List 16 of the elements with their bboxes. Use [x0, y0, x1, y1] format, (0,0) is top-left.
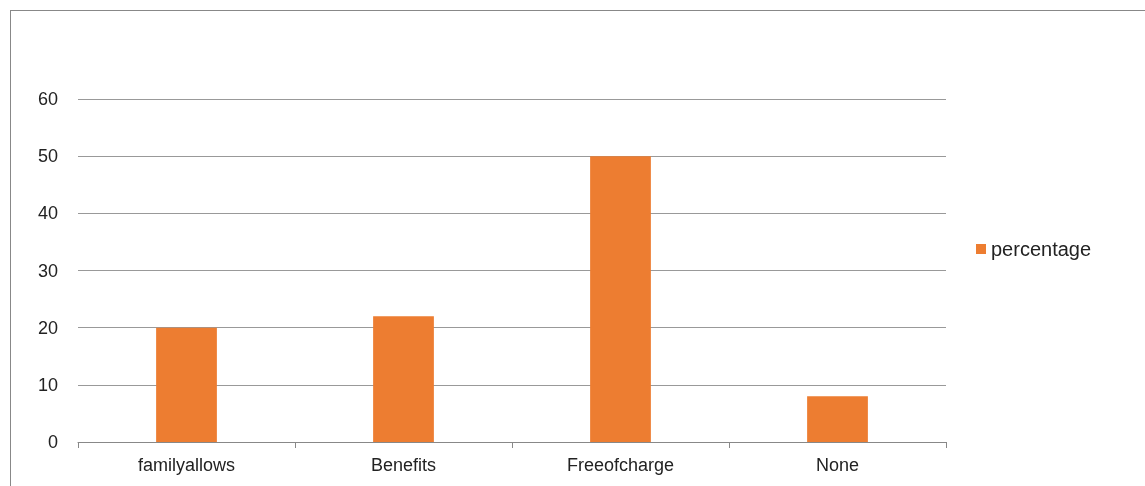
y-tick-label: 50	[37, 146, 58, 167]
legend-label: percentage	[991, 238, 1092, 260]
y-tick-label: 0	[47, 432, 58, 452]
bar	[156, 327, 217, 442]
bar	[590, 156, 651, 442]
x-tick-label: None	[815, 455, 860, 475]
y-tick-label: 10	[37, 374, 58, 395]
x-tick-label: Benefits	[370, 455, 437, 475]
x-tick-label: Freeofcharge	[566, 455, 675, 475]
bar	[807, 396, 868, 442]
y-tick-label: 20	[37, 317, 58, 338]
y-tick-label: 40	[37, 203, 58, 224]
bar	[373, 316, 434, 442]
y-tick-label: 30	[37, 260, 58, 281]
y-tick-label: 60	[37, 89, 58, 109]
x-tick-label: familyallows	[137, 455, 236, 475]
